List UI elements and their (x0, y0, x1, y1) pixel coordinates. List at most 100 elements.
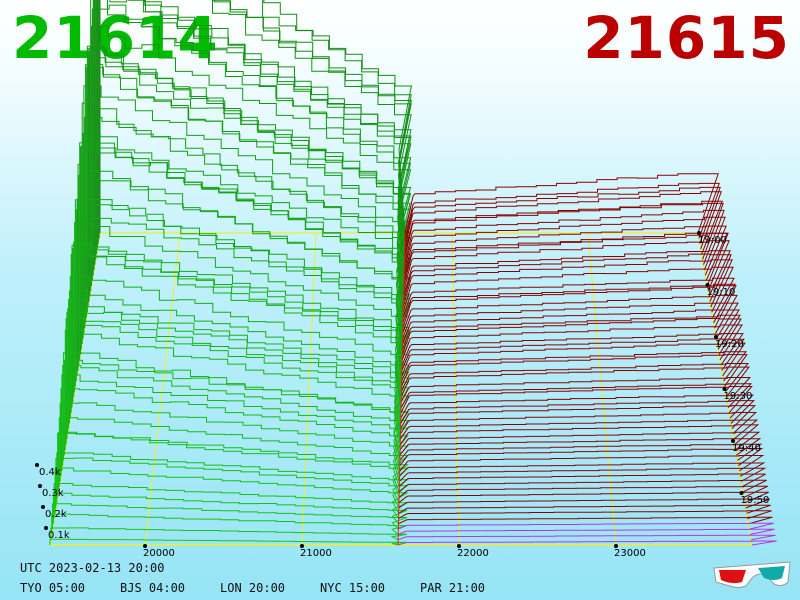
city-time-bjs: BJS 04:00 (120, 581, 186, 595)
ask-depth-line (402, 294, 738, 334)
ask-depth-line (402, 259, 733, 308)
ask-depth-line (404, 200, 723, 255)
ask-price-label: 21615 (583, 4, 790, 72)
z-tick-marker (35, 463, 39, 467)
bid-depth-line (96, 0, 412, 249)
x-tick-marker (143, 544, 147, 548)
ask-depth-line (404, 186, 721, 244)
ask-depth-line (398, 516, 773, 525)
time-tick-marker (731, 439, 735, 443)
ask-depth-line (400, 400, 756, 424)
bid-depth-line (83, 85, 411, 334)
bid-depth-line (62, 365, 409, 466)
bid-depth-line (92, 0, 412, 276)
ask-depth-line (398, 528, 775, 535)
bid-depth-line (52, 492, 408, 525)
ask-depth-line (400, 412, 758, 435)
bid-depth-line (95, 0, 412, 260)
bid-depth-line (63, 352, 409, 461)
time-tick-label: 19:30 (724, 391, 753, 402)
time-tick-marker (739, 491, 744, 495)
z-tick-label: 0.1k (48, 530, 70, 541)
time-tick-marker (705, 283, 710, 287)
ask-depth-line (401, 338, 745, 371)
bid-depth-line (94, 0, 412, 265)
ask-depth-line (398, 479, 767, 493)
bid-depth-line (71, 244, 410, 408)
bid-depth-line (75, 209, 410, 382)
ask-depth-line (399, 467, 767, 482)
x-tick-label: 21000 (300, 548, 332, 559)
time-tick-label: 19:10 (707, 287, 736, 298)
ask-depth-line (397, 534, 776, 541)
grid-price-line (144, 232, 181, 546)
bid-depth-line (78, 175, 411, 366)
ask-depth-line (403, 232, 728, 281)
ask-depth-line (398, 473, 766, 488)
bid-depth-line (74, 222, 410, 392)
bid-depth-line (79, 142, 411, 360)
bid-depth-line (76, 198, 411, 376)
bid-depth-line (57, 431, 410, 493)
grid-price-line (587, 232, 617, 546)
bid-depth-line (89, 47, 412, 297)
ask-depth-line (398, 485, 768, 498)
z-tick-marker (41, 505, 45, 509)
ask-depth-line (400, 386, 753, 414)
ask-depth-line (402, 266, 734, 313)
ask-depth-line (400, 383, 753, 408)
z-tick-label: 0.4k (39, 467, 61, 478)
z-tick-marker (44, 526, 48, 530)
bid-depth-line (82, 133, 411, 339)
bid-depth-line (98, 0, 412, 239)
bid-depth-line (72, 248, 410, 403)
bid-depth-line (68, 299, 410, 429)
bid-depth-line (64, 329, 410, 450)
time-tick-marker (714, 335, 718, 339)
bid-depth-line (85, 64, 411, 323)
bid-depth-line (99, 0, 413, 234)
ask-depth-line (403, 202, 724, 260)
ask-depth-line (401, 354, 748, 387)
bid-depth-line (70, 253, 410, 413)
ask-depth-line (404, 191, 722, 250)
ask-depth-line (400, 366, 750, 398)
bid-depth-line (55, 457, 410, 509)
ask-depth-line (397, 540, 777, 546)
time-tick-marker (697, 231, 701, 235)
ask-depth-line (401, 351, 747, 382)
bid-depth-line (51, 513, 408, 535)
bid-depth-line (73, 241, 410, 397)
ask-depth-line (398, 522, 774, 530)
bid-depth-line (51, 503, 408, 530)
ask-depth-line (400, 377, 752, 403)
bid-depth-line (68, 290, 410, 424)
bid-depth-line (77, 163, 411, 371)
spread-line (397, 232, 406, 546)
bid-depth-line (86, 45, 411, 313)
ask-depth-line (403, 250, 731, 297)
city-time-tyo: TYO 05:00 (20, 581, 86, 595)
bid-depth-line (90, 0, 412, 292)
ask-depth-line (398, 504, 771, 514)
3d-glasses-icon[interactable] (712, 558, 792, 590)
ask-depth-line (401, 324, 743, 361)
ask-depth-line (399, 438, 762, 456)
bid-depth-line (69, 275, 410, 419)
ask-depth-line (398, 510, 772, 520)
ask-depth-line (399, 455, 765, 472)
time-tick-label: 19:20 (715, 339, 744, 350)
bid-depth-line (60, 388, 409, 477)
bid-depth-line (91, 4, 412, 281)
bid-depth-line (67, 308, 410, 434)
ask-depth-line (403, 225, 727, 276)
ask-depth-line (401, 318, 742, 355)
z-tick-label: 0.3k (42, 488, 64, 499)
bid-depth-line (53, 483, 408, 519)
bid-depth-line (90, 25, 412, 286)
ask-depth-line (403, 209, 725, 265)
ask-depth-line (400, 363, 749, 392)
ask-depth-line (402, 309, 740, 345)
